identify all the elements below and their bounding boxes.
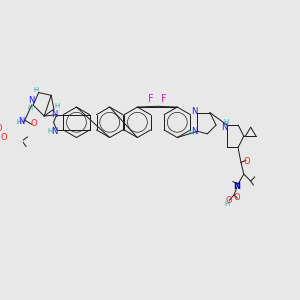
Text: O: O [243,157,250,166]
Text: N: N [233,182,240,190]
Text: H: H [223,119,228,125]
Text: O: O [225,196,232,206]
Text: N: N [18,117,25,126]
Text: H: H [188,130,194,136]
Text: N: N [191,107,198,116]
Text: N: N [28,96,35,105]
Text: N: N [51,110,57,119]
Text: O: O [1,133,7,142]
Text: H: H [47,128,52,134]
Text: H: H [224,201,230,207]
Text: H: H [16,118,22,124]
Text: O: O [233,193,240,202]
Text: H: H [54,103,59,109]
Text: N: N [191,127,197,136]
Text: F: F [160,94,166,104]
Text: O: O [31,119,37,128]
Text: H: H [33,87,38,93]
Text: H: H [28,105,33,111]
Text: N: N [221,123,228,132]
Text: O: O [0,124,2,133]
Text: F: F [148,94,154,104]
Text: N: N [51,127,57,136]
